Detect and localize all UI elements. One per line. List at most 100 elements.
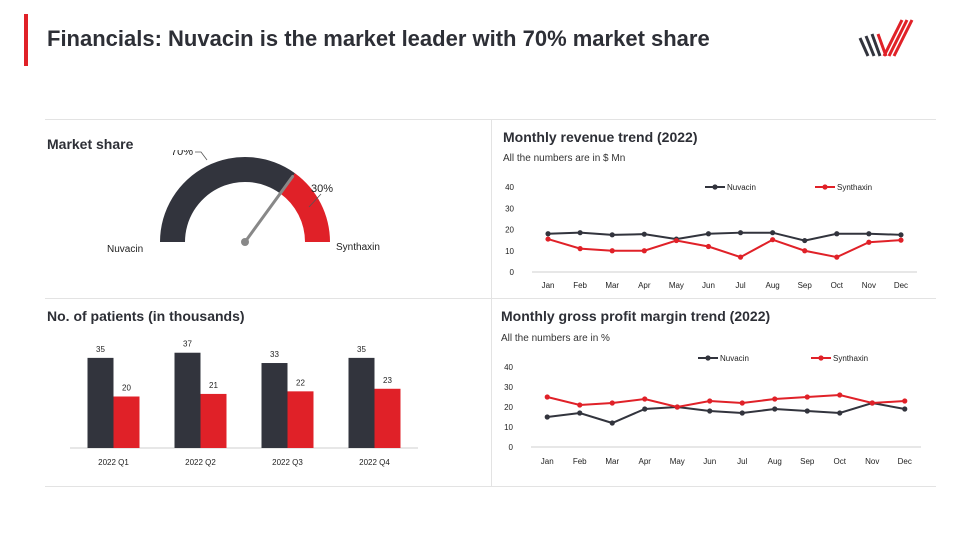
x-tick-label: Sep — [800, 457, 815, 466]
data-point-nuvacin — [609, 420, 615, 426]
divider-middle — [45, 298, 936, 299]
x-tick-label: 2022 Q3 — [272, 458, 303, 467]
title-accent-bar — [24, 14, 28, 66]
y-tick-label: 30 — [505, 204, 514, 213]
data-point-synthaxin — [544, 394, 550, 400]
data-point-nuvacin — [902, 406, 908, 412]
data-point-nuvacin — [772, 406, 778, 412]
x-tick-label: May — [670, 457, 685, 466]
x-tick-label: Oct — [834, 457, 847, 466]
x-tick-label: Aug — [766, 281, 780, 290]
x-tick-label: Apr — [638, 281, 651, 290]
x-tick-label: May — [669, 281, 684, 290]
bar-value-label: 20 — [122, 384, 131, 393]
y-tick-label: 20 — [504, 403, 513, 412]
divider-top — [45, 119, 936, 120]
data-point-synthaxin — [577, 402, 583, 408]
y-tick-label: 40 — [504, 363, 513, 372]
x-tick-label: Dec — [894, 281, 908, 290]
x-tick-label: Nov — [862, 281, 876, 290]
gauge-slice-nuvacin — [160, 157, 295, 242]
x-tick-label: Dec — [898, 457, 912, 466]
data-point-nuvacin — [707, 408, 713, 414]
revenue-trend-line-chart: 0 10 20 30 40 Jan Feb Mar Apr May Jun Jul Aug Sep Oct N… — [505, 183, 917, 290]
data-point-synthaxin — [834, 254, 840, 260]
x-tick-label: Jul — [737, 457, 747, 466]
data-point-nuvacin — [641, 231, 647, 237]
series-line-synthaxin — [547, 238, 902, 259]
bar-synthaxin — [200, 393, 227, 448]
bar-value-label: 22 — [296, 378, 305, 387]
x-tick-label: Jul — [735, 281, 745, 290]
legend-label-synthaxin: Synthaxin — [837, 183, 872, 192]
x-tick-label: Jun — [703, 457, 716, 466]
revenue-trend-subtitle: All the numbers are in $ Mn — [503, 153, 626, 164]
x-tick-label: Nov — [865, 457, 879, 466]
gauge-label-leader-nuvacin — [195, 151, 208, 161]
market-share-title: Market share — [47, 136, 134, 152]
y-tick-label: 30 — [504, 383, 513, 392]
bar-synthaxin — [374, 388, 401, 448]
legend-swatch-marker-nuvacin — [705, 355, 711, 361]
page-title: Financials: Nuvacin is the market leader… — [47, 26, 710, 51]
margin-trend-line-chart: 0 10 20 30 40 Jan Feb Mar Apr May Jun Jul Aug Sep Oct N… — [504, 354, 921, 466]
legend-label-synthaxin: Synthaxin — [833, 354, 868, 363]
x-tick-label: Mar — [605, 457, 619, 466]
data-point-synthaxin — [609, 248, 615, 254]
data-point-nuvacin — [577, 230, 583, 236]
data-point-synthaxin — [739, 400, 745, 406]
bar-value-label: 37 — [183, 340, 192, 349]
x-tick-label: Mar — [605, 281, 619, 290]
x-tick-label: 2022 Q1 — [98, 458, 129, 467]
data-point-synthaxin — [674, 404, 680, 410]
data-point-synthaxin — [707, 398, 713, 404]
data-point-synthaxin — [898, 237, 904, 243]
bar-value-label: 23 — [383, 376, 392, 385]
data-point-nuvacin — [834, 231, 840, 237]
bar-nuvacin — [261, 363, 288, 448]
bar-synthaxin — [113, 396, 140, 448]
data-point-synthaxin — [869, 400, 875, 406]
series-line-synthaxin — [547, 393, 905, 409]
data-point-nuvacin — [866, 231, 872, 237]
data-point-synthaxin — [642, 396, 648, 402]
legend-label-nuvacin: Nuvacin — [727, 183, 756, 192]
bar-nuvacin — [174, 352, 201, 448]
legend-swatch-marker-nuvacin — [712, 184, 718, 190]
data-point-synthaxin — [804, 394, 810, 400]
gauge-category-label-nuvacin: Nuvacin — [107, 244, 143, 255]
data-point-synthaxin — [609, 400, 615, 406]
data-point-nuvacin — [770, 230, 776, 236]
data-point-synthaxin — [673, 237, 679, 244]
gauge-label-leader-synthaxin — [308, 193, 322, 208]
gauge-slice-synthaxin — [280, 173, 330, 242]
bar-nuvacin — [87, 357, 114, 448]
data-point-nuvacin — [898, 232, 904, 238]
patients-bar-chart: 35 20 2022 Q1 37 21 2022 Q2 33 22 2022 Q3 35 23 202… — [70, 340, 418, 467]
data-point-nuvacin — [577, 410, 583, 416]
bar-synthaxin — [287, 391, 314, 448]
patients-title: No. of patients (in thousands) — [47, 308, 245, 324]
data-point-nuvacin — [642, 406, 648, 412]
x-tick-label: Feb — [573, 457, 587, 466]
y-tick-label: 0 — [510, 268, 515, 277]
margin-trend-title: Monthly gross profit margin trend (2022) — [501, 308, 771, 324]
legend-label-nuvacin: Nuvacin — [720, 354, 749, 363]
series-line-nuvacin — [547, 401, 905, 425]
data-point-nuvacin — [739, 410, 745, 416]
series-line-nuvacin — [548, 231, 901, 242]
data-point-nuvacin — [705, 231, 712, 237]
data-point-synthaxin — [802, 248, 808, 254]
data-point-synthaxin — [837, 392, 843, 398]
data-point-synthaxin — [866, 239, 872, 245]
data-point-nuvacin — [609, 232, 615, 238]
x-tick-label: Sep — [798, 281, 813, 290]
x-tick-label: Jan — [542, 281, 555, 290]
legend-swatch-marker-synthaxin — [822, 184, 828, 190]
data-point-nuvacin — [804, 408, 810, 414]
data-point-synthaxin — [641, 248, 647, 254]
y-tick-label: 40 — [505, 183, 514, 192]
x-tick-label: Feb — [573, 281, 587, 290]
data-point-synthaxin — [577, 246, 583, 252]
divider-vertical — [491, 119, 492, 486]
